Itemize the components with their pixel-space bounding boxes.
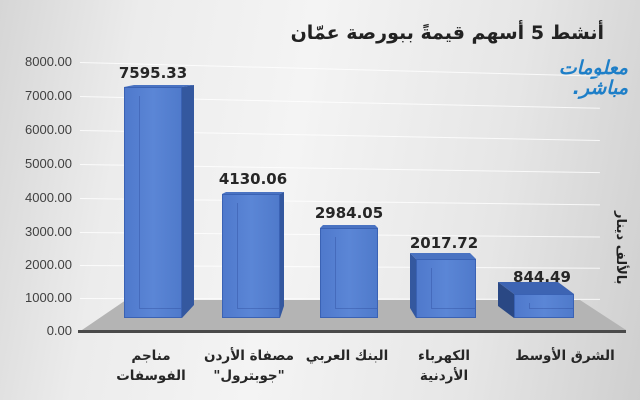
- y-tick-label: 2000.00: [25, 257, 72, 272]
- bar-front-face: [416, 259, 476, 318]
- bar-front-face: [222, 194, 280, 318]
- bar-phosphate-mines[interactable]: [124, 85, 194, 318]
- y-tick-label: 4000.00: [25, 190, 72, 205]
- y-tick-label: 5000.00: [25, 156, 72, 171]
- bar-value-label: 2017.72: [409, 234, 479, 252]
- logo-line-2: مباشر.: [572, 77, 628, 99]
- y-tick-label: 0.00: [46, 323, 72, 338]
- mubasher-logo: معلومات مباشر.: [528, 58, 628, 98]
- bar-value-label: 7595.33: [118, 64, 188, 82]
- bar-value-label: 4130.06: [218, 170, 288, 188]
- bar-3d-faces: [320, 225, 378, 228]
- bar-middle-east[interactable]: [498, 282, 574, 318]
- chart-title: أنشط 5 أسهم قيمةً ببورصة عمّان: [290, 22, 604, 44]
- bar-3d-faces: [222, 192, 284, 318]
- y-tick-label: 1000.00: [25, 290, 72, 305]
- y-tick-label: 6000.00: [25, 122, 72, 137]
- bar-3d-faces: [498, 282, 574, 318]
- category-label: الكهرباء الأردنية: [418, 348, 470, 384]
- y-axis-unit-label: بالألف دينار: [613, 211, 628, 285]
- bar-front-face: [320, 228, 378, 318]
- bar-value-label: 2984.05: [314, 204, 384, 222]
- y-tick-label: 7000.00: [25, 88, 72, 103]
- bar-front-face: [124, 87, 182, 318]
- bar-3d-faces: [410, 253, 476, 318]
- category-label: الشرق الأوسط: [515, 348, 615, 364]
- y-tick-label: 8000.00: [25, 54, 72, 69]
- bar-jordan-refinery[interactable]: [222, 192, 284, 318]
- category-label: مصفاة الأردن "جوبترول": [203, 348, 295, 384]
- bar-arab-bank[interactable]: [320, 225, 378, 318]
- bar-3d-faces: [124, 85, 194, 318]
- x-axis-line: [78, 330, 626, 333]
- bar-value-label: 844.49: [513, 268, 571, 286]
- logo-line-1: معلومات: [558, 57, 628, 79]
- bar-front-face: [514, 294, 574, 318]
- category-label: مناجم الفوسفات: [116, 348, 186, 384]
- category-label: البنك العربي: [305, 348, 389, 364]
- y-tick-label: 3000.00: [25, 224, 72, 239]
- bar-jordan-electric[interactable]: [410, 253, 476, 318]
